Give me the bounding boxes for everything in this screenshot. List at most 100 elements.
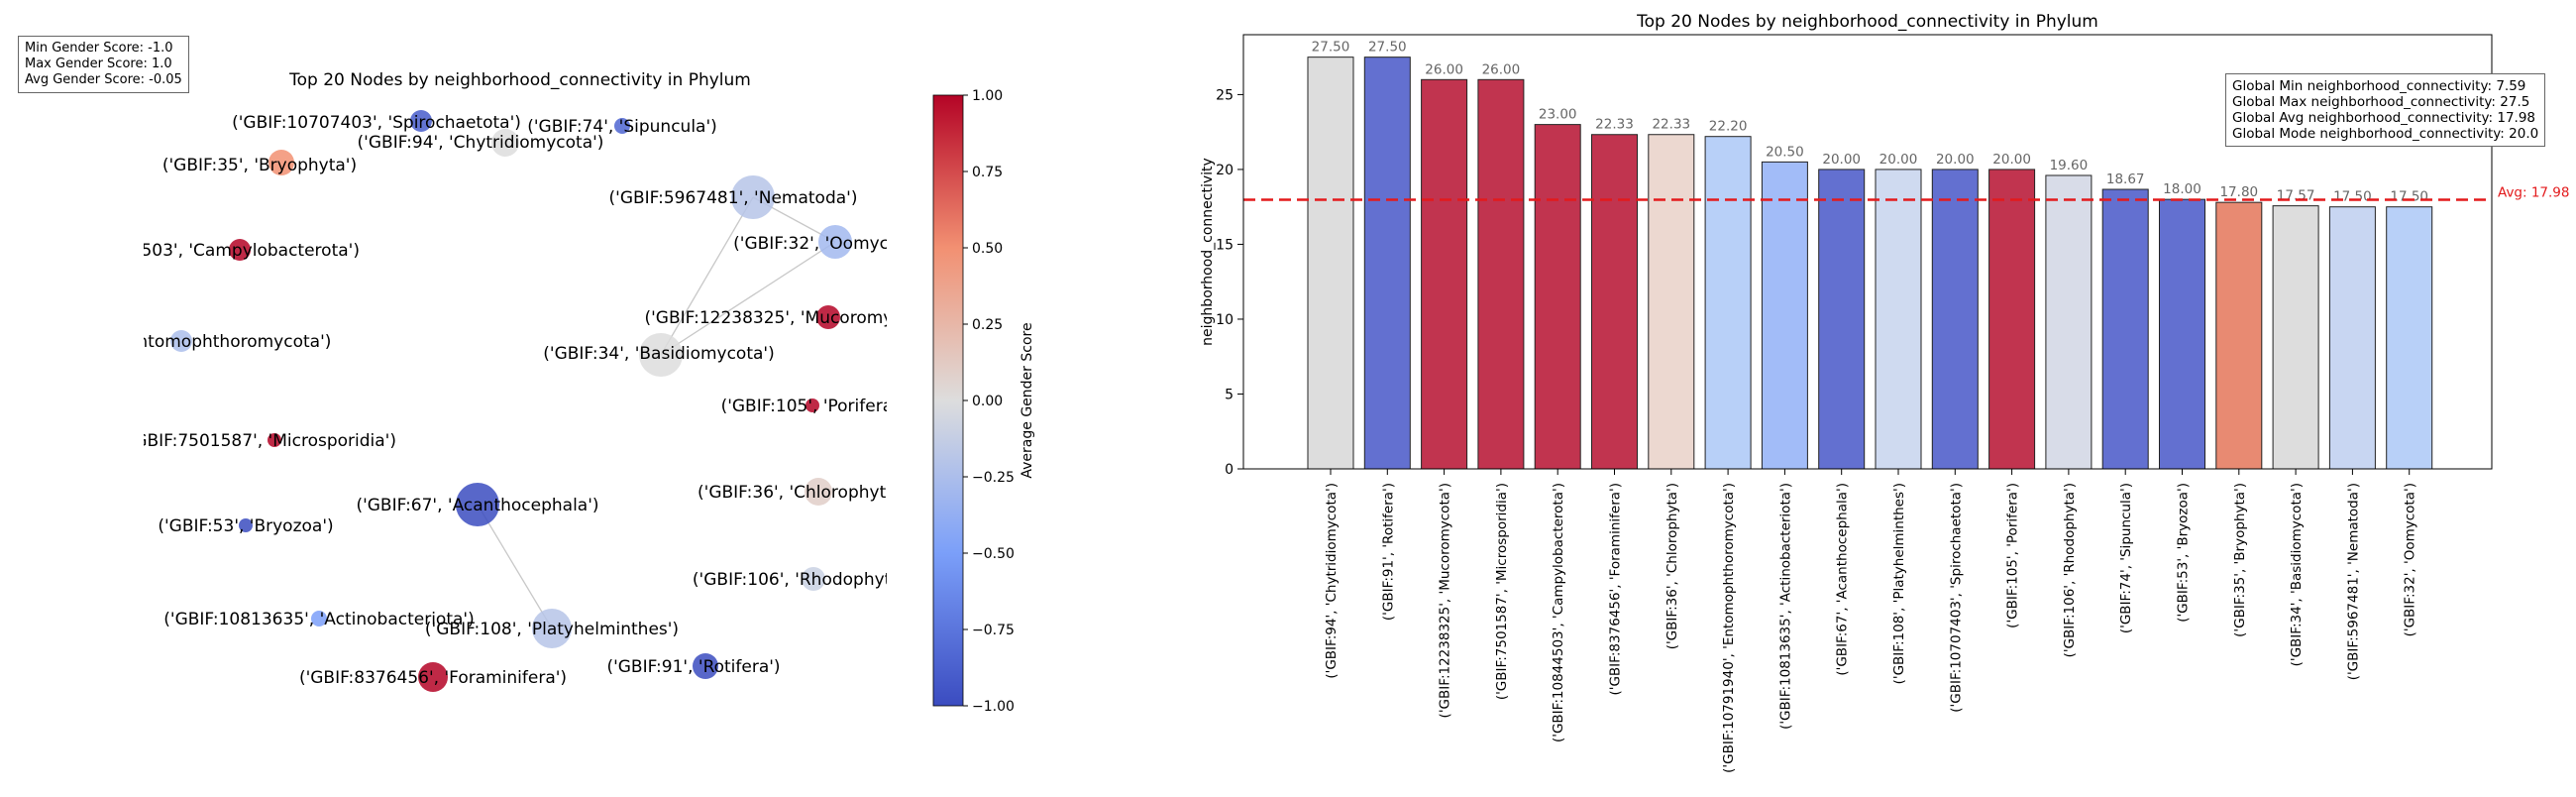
x-tick-label: ('GBIF:53', 'Bryozoa') <box>2176 483 2192 623</box>
network-node-label: ('GBIF:36', 'Chlorophyta') <box>698 483 908 503</box>
bar <box>1761 161 1808 470</box>
bar <box>2045 174 2093 470</box>
y-axis-label: neighborhood_connectivity <box>1200 158 1216 346</box>
network-node-label: ('GBIF:12238325', 'Mucoromycota') <box>645 308 941 328</box>
x-tick-label: ('GBIF:8376456', 'Foraminifera') <box>1608 483 1624 696</box>
network-node <box>239 518 253 532</box>
network-node <box>268 150 294 175</box>
x-tick-label: ('GBIF:34', 'Basidiomycota') <box>2289 483 2305 666</box>
colorbar-tick-label: 0.50 <box>972 241 1003 257</box>
bar <box>2272 205 2319 470</box>
x-tick-label: ('GBIF:67', 'Acanthocephala') <box>1835 483 1851 676</box>
y-tick-label: 10 <box>1216 312 1234 328</box>
network-node <box>170 330 192 352</box>
bar-value-label: 27.50 <box>1368 40 1407 56</box>
network-node-label: ('GBIF:10844503', 'Campylobacterota') <box>33 241 360 261</box>
colorbar-tick-label: −0.75 <box>972 623 1015 638</box>
x-tick-label: ('GBIF:10844503', 'Campylobacterota') <box>1551 483 1566 742</box>
network-node <box>802 567 825 591</box>
network-node-label: ('GBIF:7501587', 'Microsporidia') <box>123 431 396 451</box>
colorbar-tick-label: −0.50 <box>972 546 1015 562</box>
bar-value-label: 27.50 <box>1312 40 1350 56</box>
x-tick-label: ('GBIF:5967481', 'Nematoda') <box>2345 483 2361 680</box>
network-edge <box>660 241 836 356</box>
x-tick-label: ('GBIF:94', 'Chytridiomycota') <box>1324 483 1340 679</box>
network-node-label: ('GBIF:108', 'Platyhelminthes') <box>425 620 679 639</box>
network-title: Top 20 Nodes by neighborhood_connectivit… <box>288 70 751 90</box>
bar <box>2386 206 2433 470</box>
bar <box>1931 169 1979 470</box>
bar-value-label: 19.60 <box>2050 158 2089 173</box>
colorbar-tick-label: 1.00 <box>972 88 1003 104</box>
stats-line-min: Min Gender Score: -1.0 <box>25 41 173 56</box>
network-node-label: ('GBIF:5967481', 'Nematoda') <box>609 188 858 208</box>
plot-frame <box>1242 34 2493 470</box>
network-node-label: ('GBIF:10707403', 'Spirochaetota') <box>232 113 521 133</box>
bar-value-label: 17.80 <box>2219 184 2258 200</box>
network-node <box>456 483 499 526</box>
network-node <box>639 333 683 377</box>
colorbar-tick-label: 0.25 <box>972 317 1003 333</box>
bar-value-label: 18.00 <box>2163 181 2201 197</box>
network-node-label: ('GBIF:67', 'Acanthocephala') <box>356 496 598 515</box>
network-node <box>410 110 432 132</box>
bar <box>1307 57 1354 470</box>
x-tick-label: ('GBIF:10813635', 'Actinobacteriota') <box>1777 483 1793 730</box>
network-node <box>491 129 519 157</box>
network-node-label: ('GBIF:34', 'Basidiomycota') <box>543 344 774 364</box>
network-node-label: ('GBIF:35', 'Bryophyta') <box>162 156 357 175</box>
network-node <box>532 609 572 648</box>
network-node <box>805 398 819 412</box>
global-stats-box: Global Min neighborhood_connectivity: 7.… <box>2225 73 2546 147</box>
bar-value-label: 20.00 <box>1822 152 1861 168</box>
network-node <box>693 653 718 679</box>
network-node-label: ('GBIF:94', 'Chytridiomycota') <box>358 133 604 153</box>
bar <box>1477 78 1525 470</box>
network-node <box>805 478 832 506</box>
network-node <box>731 175 775 219</box>
bar <box>1704 136 1752 470</box>
bar-value-label: 18.67 <box>2106 171 2145 187</box>
network-edge <box>660 196 754 356</box>
x-tick-label: ('GBIF:7501587', 'Microsporidia') <box>1494 483 1510 700</box>
bar-value-label: 17.50 <box>2390 189 2428 205</box>
y-tick-label: 25 <box>1216 87 1234 103</box>
colorbar-tick-label: −0.25 <box>972 470 1015 486</box>
x-tick-label: ('GBIF:108', 'Platyhelminthes') <box>1891 483 1907 684</box>
network-node <box>816 305 840 329</box>
stats-line-avg: Global Avg neighborhood_connectivity: 17… <box>2232 110 2536 126</box>
network-node-label: ('GBIF:74', 'Sipuncula') <box>527 117 717 137</box>
bar <box>1988 169 2036 470</box>
network-node <box>614 118 630 134</box>
bar <box>1363 57 1411 470</box>
colorbar: 1.00 0.75 0.50 0.25 0.00 −0.25 −0.50 −0.75 −1.00… <box>932 88 1035 715</box>
network-node-label: ('GBIF:10791940', 'Entomophthoromycota') <box>0 332 331 352</box>
bar <box>2159 198 2205 470</box>
stats-line-max: Global Max neighborhood_connectivity: 27… <box>2232 94 2530 110</box>
network-node-label: ('GBIF:91', 'Rotifera') <box>606 657 780 677</box>
network-graph: Top 20 Nodes by neighborhood_connectivit… <box>0 70 941 692</box>
x-tick-label: ('GBIF:35', 'Bryophyta') <box>2232 483 2248 637</box>
network-node <box>311 611 327 626</box>
colorbar-scale <box>932 94 964 707</box>
network-node <box>268 433 281 447</box>
colorbar-tick-label: −1.00 <box>972 699 1015 715</box>
x-tick-label: ('GBIF:12238325', 'Mucoromycota') <box>1438 483 1453 718</box>
bar-value-label: 22.33 <box>1652 117 1690 133</box>
y-tick-label: 5 <box>1225 387 1234 402</box>
network-node <box>229 239 251 261</box>
x-tick-label: ('GBIF:106', 'Rhodophyta') <box>2062 483 2078 657</box>
network-node-label: ('GBIF:10813635', 'Actinobacteriota') <box>163 610 474 629</box>
network-node-label: ('GBIF:105', 'Porifera') <box>721 397 905 416</box>
bar <box>1818 169 1866 470</box>
bar-value-label: 20.00 <box>1936 152 1975 168</box>
bar <box>1591 134 1638 470</box>
y-tick-label: 0 <box>1225 462 1234 478</box>
network-node <box>418 662 448 692</box>
bar <box>1534 124 1581 470</box>
stats-line-mode: Global Mode neighborhood_connectivity: 2… <box>2232 126 2539 142</box>
bar <box>1648 134 1695 470</box>
network-node-label: ('GBIF:106', 'Rhodophyta') <box>693 570 912 590</box>
colorbar-tick-label: 0.75 <box>972 165 1003 180</box>
